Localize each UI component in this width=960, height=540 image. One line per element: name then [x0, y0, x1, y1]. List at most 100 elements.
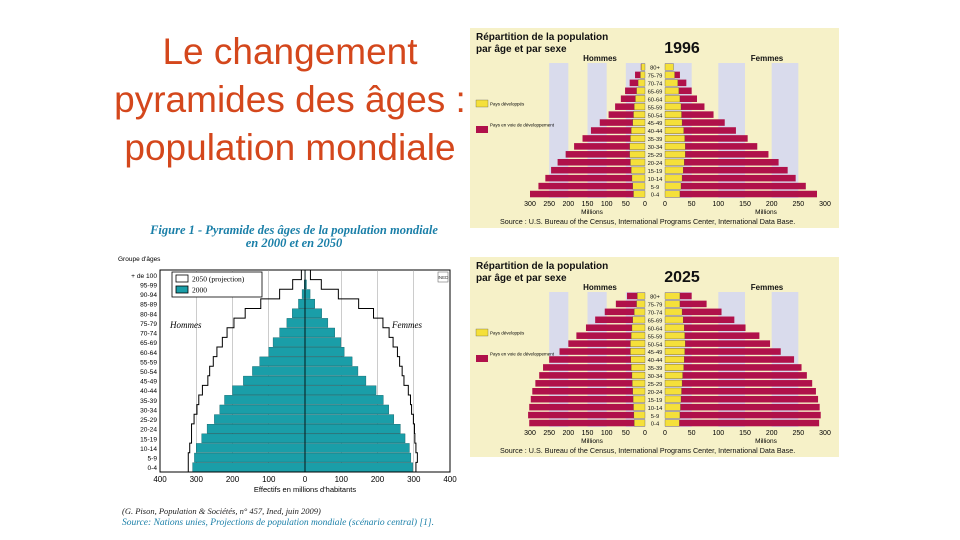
bar-developed-female-20-24	[664, 158, 685, 166]
bar-developed-female-25-29	[664, 379, 683, 387]
ined-logo-text: INED	[438, 275, 450, 280]
bar-2000-female-40-44	[304, 385, 377, 395]
bar-developed-female-35-39	[664, 135, 685, 142]
x-tick-label-left: 300	[524, 201, 536, 208]
bar-2000-female-55-59	[304, 356, 353, 367]
figure1-credit: (G. Pison, Population & Sociétés, n° 457…	[122, 506, 321, 516]
bar-2000-female-70-74	[304, 327, 335, 338]
age-label-0-4: 0-4	[651, 422, 660, 428]
bar-developing-female-20-24	[665, 387, 816, 395]
bar-developing-female-30-34	[665, 143, 758, 150]
bar-developing-female-35-39	[665, 364, 802, 371]
bar-developed-female-15-19	[664, 166, 684, 174]
age-label-50-54: 50-54	[648, 342, 664, 348]
bar-developing-female-40-44	[665, 356, 795, 363]
bar-2000-female-20-24	[304, 424, 401, 434]
bar-developed-male-55-59	[634, 103, 646, 111]
bar-2000-female-15-19	[304, 433, 406, 444]
age-label-35-39: 35-39	[140, 398, 157, 405]
age-label-60-64: 60-64	[648, 97, 664, 103]
bar-developed-male-15-19	[631, 166, 646, 174]
bar-developing-male-35-39	[543, 364, 645, 371]
legend-swatch-developed	[475, 328, 489, 337]
bar-developing-female-10-14	[665, 403, 820, 411]
world-pyramid-chart: Groupe d'âges 0-4 5-9 10-14 15-19 20-24 25-29 3…	[118, 256, 457, 494]
age-label-25-29: 25-29	[140, 417, 157, 424]
bar-developed-male-55-59	[631, 332, 646, 340]
bar-2000-male-0-4	[192, 462, 306, 472]
bar-developing-female-15-19	[665, 395, 819, 403]
age-label-95-99: 95-99	[140, 282, 157, 289]
bar-developed-female-80+	[664, 292, 681, 300]
bar-developing-male-55-59	[615, 103, 645, 110]
x-tick-label-right: 200	[766, 201, 778, 208]
bar-2000-female-25-29	[304, 414, 395, 424]
bar-developed-female-30-34	[664, 371, 683, 379]
x-tick-label-left: 200	[562, 430, 574, 437]
age-label-65-69: 65-69	[648, 89, 663, 95]
x-tick-label-left: 100	[601, 201, 613, 208]
bar-2000-male-15-19	[201, 433, 306, 444]
bar-developed-male-20-24	[632, 387, 646, 395]
panel-label-femmes: Femmes	[751, 283, 784, 292]
bar-developing-male-45-49	[559, 348, 645, 355]
bar-developing-female-40-44	[665, 127, 736, 134]
bar-2000-male-10-14	[196, 443, 306, 453]
age-label-50-54: 50-54	[648, 113, 664, 119]
bar-developing-male-5-9	[538, 182, 645, 190]
label-hommes: Hommes	[169, 320, 202, 330]
bar-developing-female-0-4	[665, 419, 820, 427]
bar-developed-female-70-74	[664, 308, 683, 316]
age-label-50-54: 50-54	[140, 369, 157, 376]
bar-developed-female-75-79	[664, 300, 681, 308]
panel-title-line2: par âge et par sexe	[476, 44, 567, 55]
bar-developing-male-35-39	[582, 135, 645, 142]
bar-developing-female-25-29	[665, 380, 813, 387]
bar-developed-male-20-24	[630, 158, 646, 166]
age-label-70-74: 70-74	[648, 311, 664, 317]
legend-swatch-2000	[175, 285, 189, 294]
bar-2000-male-90-94	[301, 289, 306, 299]
bar-2000-female-75-79	[304, 318, 329, 328]
bar-developed-male-60-64	[635, 95, 646, 103]
age-label-20-24: 20-24	[648, 161, 664, 167]
x-tick-label: 100	[335, 475, 349, 484]
bar-developing-male-5-9	[528, 411, 645, 419]
bar-2000-male-25-29	[214, 414, 306, 424]
age-label-30-34: 30-34	[140, 407, 157, 414]
age-label-55-59: 55-59	[648, 105, 663, 111]
bar-developed-male-75-79	[636, 300, 646, 308]
ined-logo	[437, 271, 449, 283]
bar-developed-male-35-39	[630, 135, 646, 142]
bar-developing-male-20-24	[557, 158, 645, 166]
x-tick-label: 300	[190, 475, 204, 484]
bar-2000-female-10-14	[304, 443, 410, 453]
age-label-60-64: 60-64	[648, 326, 664, 332]
age-label-5-9: 5-9	[651, 414, 659, 420]
bar-developing-male-65-69	[595, 316, 645, 324]
bar-2000-male-75-79	[286, 318, 306, 328]
bar-developed-male-25-29	[632, 379, 646, 387]
age-label-15-19: 15-19	[648, 169, 663, 175]
bar-developing-female-0-4	[665, 190, 817, 198]
bar-developed-female-70-74	[664, 79, 678, 87]
age-label-45-49: 45-49	[648, 121, 663, 127]
bar-developed-female-65-69	[664, 87, 680, 95]
bar-developed-male-80+	[637, 292, 646, 300]
bar-2000-male-70-74	[279, 327, 306, 338]
legend-label-developing: Pays en voie de développement	[490, 352, 555, 357]
y-axis-title: Groupe d'âges	[118, 256, 161, 263]
age-label-60-64: 60-64	[140, 350, 157, 357]
bar-developed-male-75-79	[640, 71, 646, 79]
x-tick-label: 0	[303, 475, 308, 484]
legend-swatch-developing	[476, 126, 488, 133]
bar-developed-female-10-14	[664, 174, 683, 182]
figure1-caption-line2: en 2000 et en 2050	[245, 236, 343, 250]
bar-developing-female-45-49	[665, 348, 781, 355]
pyramid-panel-1996: Répartition de la population par âge et p…	[470, 28, 839, 228]
panel-label-hommes: Hommes	[583, 283, 617, 292]
bar-developed-male-10-14	[631, 174, 646, 182]
bar-2000-male-35-39	[224, 395, 306, 405]
x-tick-label-right: 200	[766, 430, 778, 437]
